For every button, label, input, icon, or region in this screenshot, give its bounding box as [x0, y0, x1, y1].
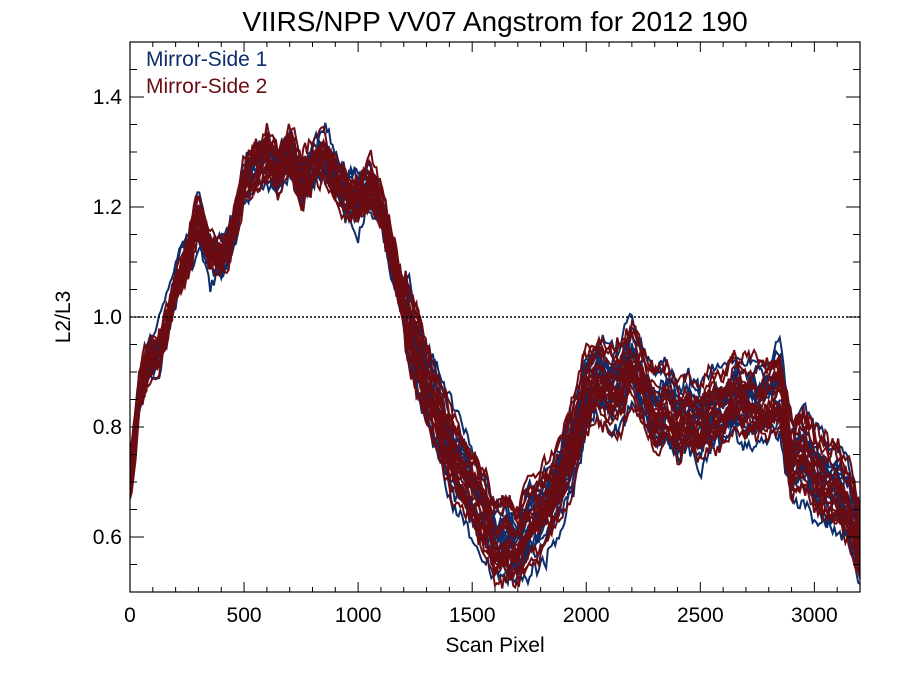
- x-tick-label: 1500: [449, 604, 496, 627]
- y-axis-label: L2/L3: [52, 291, 75, 344]
- y-tick-label: 1.2: [93, 196, 122, 219]
- x-tick-label: 1000: [335, 604, 382, 627]
- y-tick-label: 1.4: [93, 86, 123, 109]
- y-tick-label: 0.6: [93, 526, 122, 549]
- x-tick-label: 3000: [791, 604, 838, 627]
- x-axis-label: Scan Pixel: [445, 634, 544, 657]
- series-line-2: [130, 165, 860, 584]
- x-tick-label: 2500: [677, 604, 724, 627]
- series-lines: [130, 122, 860, 590]
- y-tick-label: 0.8: [93, 416, 122, 439]
- legend-item: Mirror-Side 2: [146, 75, 267, 98]
- chart-title: VIIRS/NPP VV07 Angstrom for 2012 190: [242, 6, 747, 37]
- series-line-2: [130, 157, 860, 590]
- x-tick-label: 500: [227, 604, 262, 627]
- series-line-2: [130, 157, 860, 577]
- series-line-2: [130, 130, 860, 512]
- x-tick-label: 0: [124, 604, 136, 627]
- y-tick-label: 1.0: [93, 306, 122, 329]
- legend-item: Mirror-Side 1: [146, 48, 267, 71]
- series-line-2: [130, 153, 860, 563]
- x-tick-label: 2000: [563, 604, 610, 627]
- legend: Mirror-Side 1 Mirror-Side 2: [146, 48, 267, 98]
- axis-ticks: 0 500 1000 1500 2000 2500 3000 0.6 0.8 1.0 1.2 1.4: [93, 41, 860, 627]
- series-line-2: [357, 189, 860, 573]
- series-line-2: [130, 145, 860, 557]
